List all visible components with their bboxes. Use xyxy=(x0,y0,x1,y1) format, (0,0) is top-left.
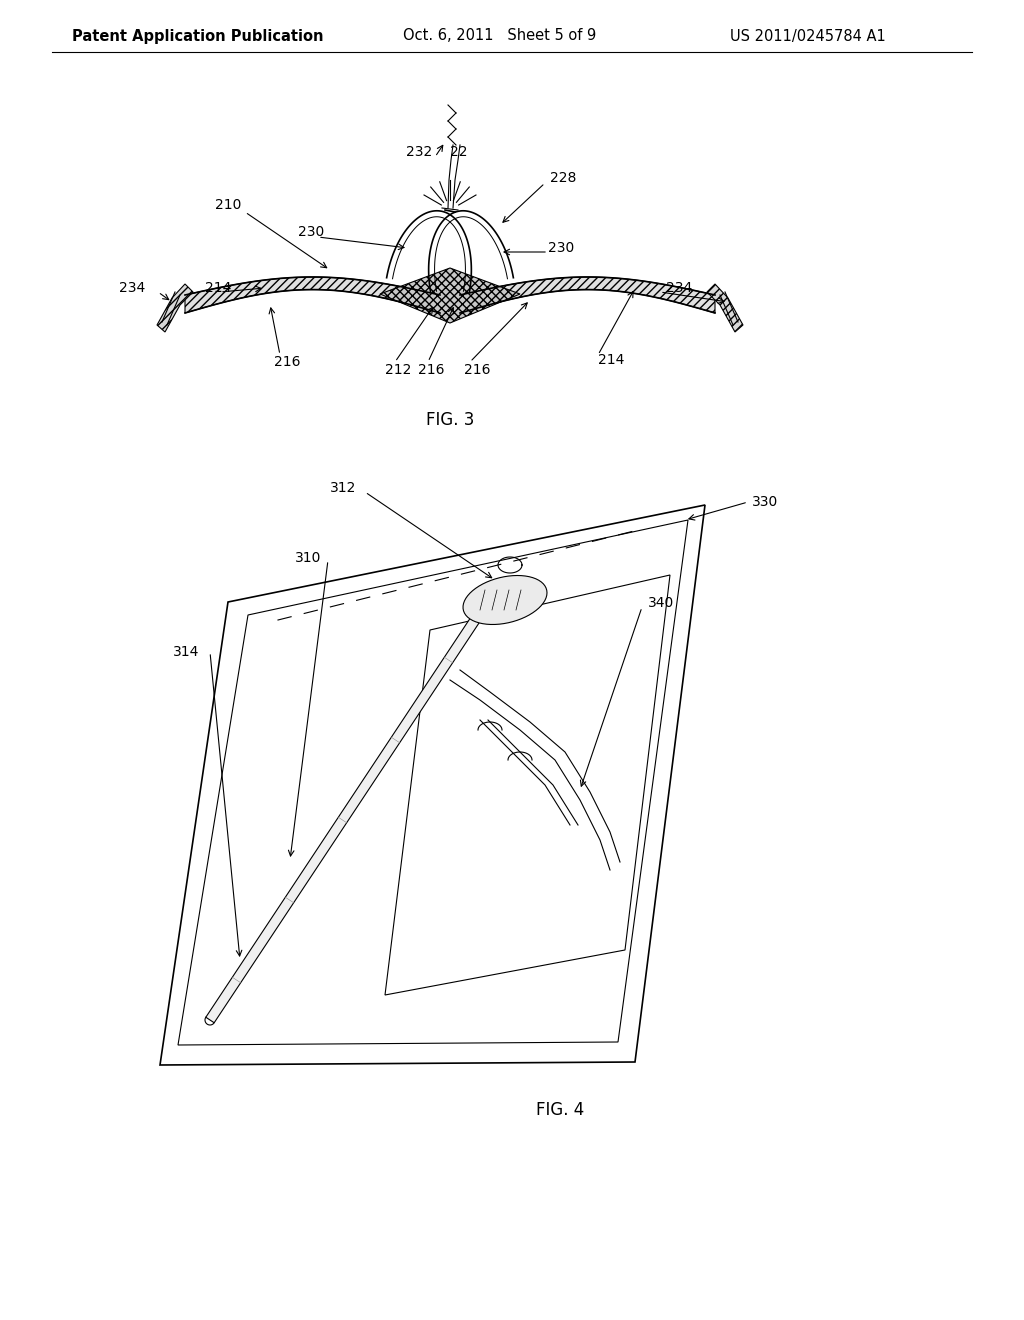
Text: 234: 234 xyxy=(119,281,145,294)
Text: 216: 216 xyxy=(464,363,490,378)
Text: FIG. 4: FIG. 4 xyxy=(536,1101,584,1119)
Polygon shape xyxy=(160,506,705,1065)
Text: 232: 232 xyxy=(406,145,432,158)
Text: Patent Application Publication: Patent Application Publication xyxy=(73,29,324,44)
Text: 312: 312 xyxy=(330,480,356,495)
Text: 22: 22 xyxy=(450,145,468,158)
Polygon shape xyxy=(380,268,520,323)
Text: FIG. 3: FIG. 3 xyxy=(426,411,474,429)
Text: 230: 230 xyxy=(298,224,325,239)
Text: 310: 310 xyxy=(295,550,322,565)
Polygon shape xyxy=(460,277,715,313)
Polygon shape xyxy=(206,618,479,1023)
Text: 216: 216 xyxy=(274,355,300,370)
Text: 216: 216 xyxy=(418,363,444,378)
Polygon shape xyxy=(707,284,743,333)
Text: 214: 214 xyxy=(205,281,231,294)
Text: Oct. 6, 2011   Sheet 5 of 9: Oct. 6, 2011 Sheet 5 of 9 xyxy=(403,29,597,44)
Text: 214: 214 xyxy=(598,352,625,367)
Polygon shape xyxy=(463,576,547,624)
Polygon shape xyxy=(157,284,193,333)
Text: 210: 210 xyxy=(215,198,242,213)
Text: 330: 330 xyxy=(752,495,778,510)
Text: 228: 228 xyxy=(550,172,577,185)
Text: US 2011/0245784 A1: US 2011/0245784 A1 xyxy=(730,29,886,44)
Text: 234: 234 xyxy=(666,281,692,294)
Polygon shape xyxy=(185,277,440,313)
Text: 340: 340 xyxy=(648,597,674,610)
Text: 314: 314 xyxy=(173,645,200,659)
Text: 230: 230 xyxy=(548,242,574,255)
Text: 212: 212 xyxy=(385,363,412,378)
